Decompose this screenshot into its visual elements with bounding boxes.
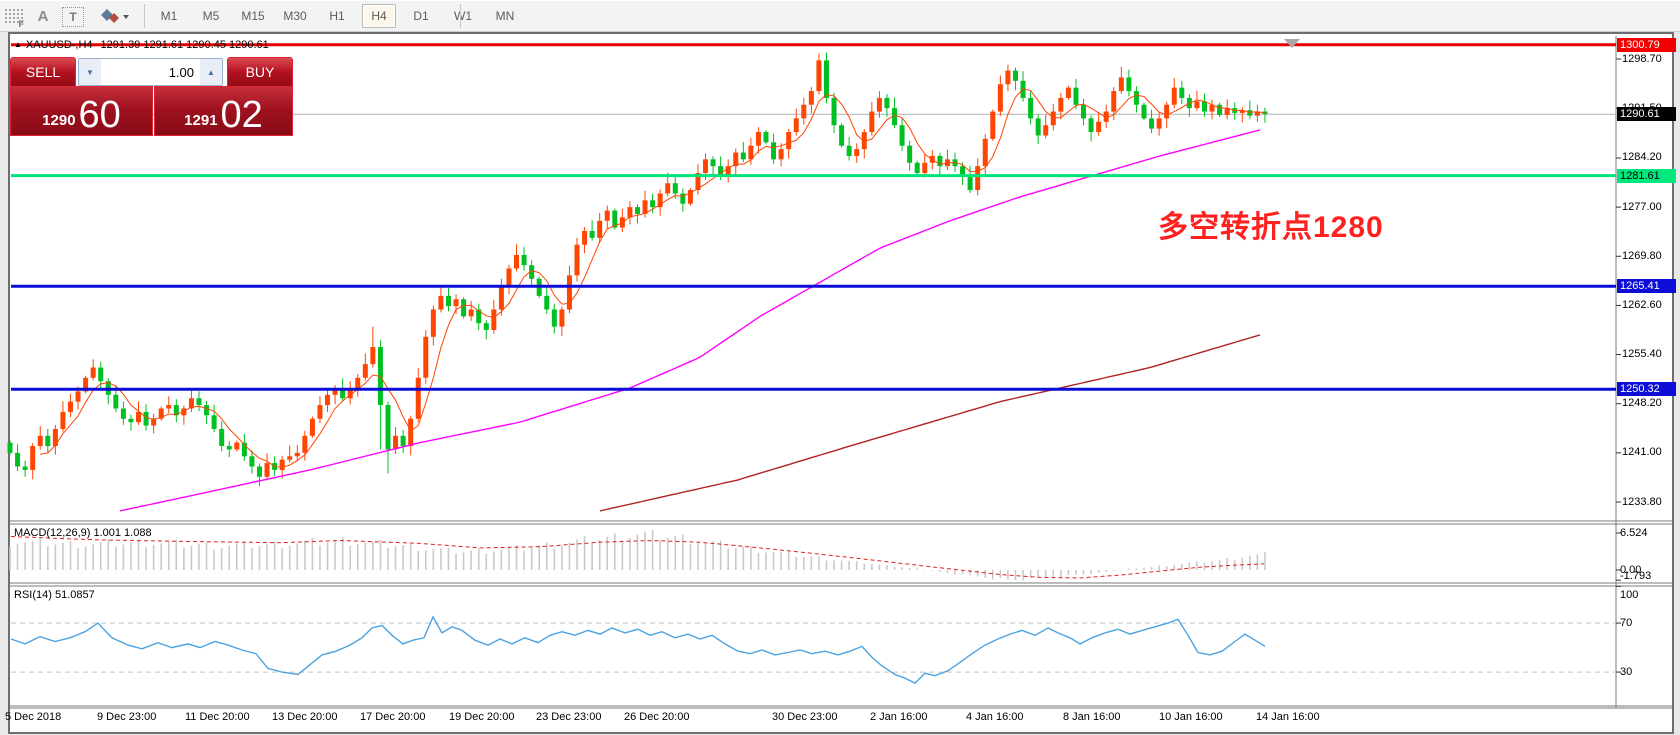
- macd-tick-label: 6.524: [1620, 527, 1648, 539]
- chart-ohlc-readout: 1291.39 1291.61 1290.45 1290.61: [100, 39, 269, 51]
- text-tool-icon[interactable]: T: [62, 7, 84, 27]
- date-label: 5 Dec 2018: [5, 711, 62, 723]
- one-click-trading-panel: SELL ▼ ▲ BUY 1290 60 1291 02: [10, 57, 293, 136]
- timeframe-button-w1[interactable]: W1: [454, 9, 472, 23]
- date-label: 9 Dec 23:00: [97, 711, 157, 723]
- rsi-tick-label: 100: [1620, 589, 1639, 601]
- date-label: 2 Jan 16:00: [870, 711, 928, 723]
- shapes-glyph: [101, 9, 129, 23]
- volume-input[interactable]: [101, 59, 200, 85]
- rsi-tick-label: 70: [1620, 617, 1633, 630]
- chart-symbol-period: XAUUSD-,H4: [25, 39, 93, 51]
- date-label: 4 Jan 16:00: [966, 711, 1024, 723]
- price-tick-label: 1284.20: [1622, 151, 1662, 164]
- macd-indicator-label: MACD(12,26,9) 1.001 1.088: [14, 527, 152, 539]
- volume-increase-button[interactable]: ▲: [200, 59, 222, 85]
- price-tick-label: 1233.80: [1622, 495, 1662, 508]
- timeframe-button-h1[interactable]: H1: [329, 9, 345, 23]
- price-tick-label: 1241.00: [1622, 446, 1662, 459]
- timeframe-group: M1 M5 M15 M30 H1 H4 D1 W1 MN: [152, 4, 530, 28]
- timeframe-button-m15[interactable]: M15: [241, 9, 265, 23]
- toolbar-separator: [460, 4, 461, 28]
- timeframe-button-mn[interactable]: MN: [495, 9, 515, 23]
- chart-text-annotation[interactable]: 多空转折点1280: [1158, 211, 1384, 244]
- sell-price-quote[interactable]: 1290 60: [10, 86, 153, 136]
- toolbar-grip-icon[interactable]: F: [3, 7, 24, 29]
- date-label: 14 Jan 16:00: [1256, 711, 1320, 723]
- rsi-tick-label: 30: [1620, 666, 1633, 679]
- price-tag-1290.61: 1290.61: [1617, 107, 1676, 122]
- price-tag-1250.32: 1250.32: [1617, 382, 1676, 397]
- sell-button[interactable]: SELL: [10, 57, 76, 87]
- date-label: 11 Dec 20:00: [185, 711, 250, 723]
- buy-price-small: 1291: [184, 112, 218, 129]
- shapes-tool-icon[interactable]: [96, 6, 134, 26]
- chart-title: ▲ XAUUSD-,H4 1291.39 1291.61 1290.45 1290.…: [14, 39, 269, 51]
- buy-price-big: 02: [220, 93, 263, 136]
- timeframe-button-d1[interactable]: D1: [413, 9, 429, 23]
- timeframe-button-m30[interactable]: M30: [283, 9, 307, 23]
- sell-price-big: 60: [78, 93, 121, 136]
- sell-price-small: 1290: [42, 112, 76, 129]
- timeframe-button-m1[interactable]: M1: [160, 9, 178, 23]
- price-tick-label: 1277.00: [1622, 200, 1662, 213]
- date-label: 8 Jan 16:00: [1063, 711, 1121, 723]
- date-label: 13 Dec 20:00: [272, 711, 338, 723]
- date-label: 30 Dec 23:00: [772, 711, 838, 723]
- price-tag-1281.61: 1281.61: [1617, 168, 1676, 183]
- date-label: 26 Dec 20:00: [624, 711, 690, 723]
- window-marker-icon: ▲: [14, 40, 22, 49]
- date-label: 17 Dec 20:00: [360, 711, 426, 723]
- price-tick-label: 1269.80: [1622, 249, 1662, 262]
- price-tag-1265.41: 1265.41: [1617, 279, 1676, 294]
- label-tool-icon[interactable]: A: [37, 7, 49, 25]
- chart-plot-area[interactable]: [8, 32, 1674, 734]
- buy-price-quote[interactable]: 1291 02: [154, 86, 293, 136]
- timeframe-button-h4[interactable]: H4: [362, 4, 396, 28]
- price-tick-label: 1262.60: [1622, 298, 1662, 311]
- buy-button[interactable]: BUY: [227, 57, 293, 87]
- rsi-indicator-label: RSI(14) 51.0857: [14, 589, 95, 601]
- price-tick-label: 1255.40: [1622, 348, 1662, 361]
- volume-decrease-button[interactable]: ▼: [79, 59, 101, 85]
- toolbar: F A T M1 M5 M15 M30 H1 H4 D1 W1 MN: [0, 0, 1680, 32]
- date-label: 19 Dec 20:00: [449, 711, 515, 723]
- date-label: 10 Jan 16:00: [1159, 711, 1223, 723]
- volume-spinner: ▼ ▲: [78, 58, 223, 86]
- macd-tick-label: 0.00: [1620, 564, 1642, 576]
- price-tick-label: 1298.70: [1622, 52, 1662, 65]
- price-tick-label: 1248.20: [1622, 397, 1662, 410]
- date-label: 23 Dec 23:00: [536, 711, 602, 723]
- toolbar-separator: [144, 4, 145, 28]
- macd-tick-label: -1.793: [1620, 570, 1652, 582]
- timeframe-button-m5[interactable]: M5: [202, 9, 220, 23]
- price-tag-1300.79: 1300.79: [1617, 37, 1676, 52]
